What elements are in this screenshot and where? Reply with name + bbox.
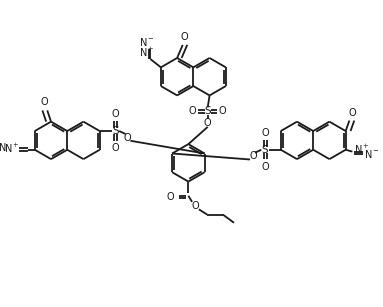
Text: O: O [191,201,199,211]
Text: O: O [180,32,188,42]
Text: O: O [261,162,269,172]
Text: N$^+$: N$^+$ [139,46,154,59]
Text: N$^-$: N$^-$ [139,36,154,48]
Text: O: O [219,106,227,116]
Text: S: S [112,126,119,136]
Text: O: O [261,128,269,138]
Text: O: O [204,118,211,128]
Text: O: O [348,107,356,118]
Text: O: O [41,97,49,107]
Text: O: O [167,192,174,202]
Text: O: O [111,143,119,153]
Text: N$^-$: N$^-$ [364,147,380,160]
Text: N: N [0,143,7,153]
Text: O: O [124,133,131,143]
Text: O: O [249,151,257,161]
Text: S: S [262,145,268,155]
Text: S: S [205,106,211,116]
Text: O: O [111,109,119,119]
Text: N$^+$: N$^+$ [354,143,370,156]
Text: O: O [189,106,196,116]
Text: N$^+$: N$^+$ [3,142,19,155]
